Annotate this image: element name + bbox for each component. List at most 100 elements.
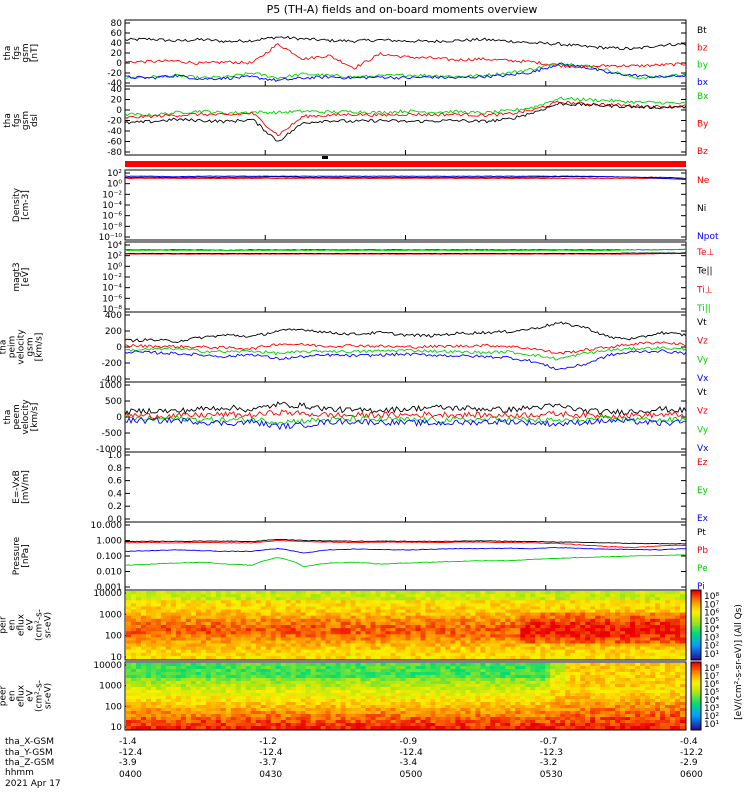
spectrogram-cell [440,684,446,688]
spectrogram-cell [290,684,297,688]
spectrogram-cell [245,723,252,727]
spectrogram-cell [345,666,352,670]
spectrogram-cell [465,643,471,648]
spectrogram-cell [480,714,486,718]
y-axis-label-line: [nPa] [21,544,31,567]
spectrogram-cell [380,591,387,595]
spectrogram-cell [675,621,681,626]
spectrogram-cell [625,628,631,632]
spectrogram-cell [290,699,297,703]
spectrogram-cell [146,594,152,598]
spectrogram-cell [160,591,167,595]
spectrogram-cell [555,603,561,608]
spectrogram-cell [315,637,322,642]
spectrogram-cell [440,708,446,712]
spectrogram-cell [375,666,382,670]
spectrogram-cell [151,649,157,654]
spectrogram-cell [200,637,207,642]
spectrogram-cell [655,594,661,598]
spectrogram-cell [170,711,177,715]
y-axis-label: thapeirenefluxeV(cm²-s-sr-eV) [0,609,54,641]
spectrogram-cell [141,675,147,679]
spectrogram-cell [205,693,212,697]
spectrogram-cell [540,618,546,623]
spectrogram-cell [155,711,162,715]
spectrogram-cell [655,631,661,635]
spectrogram-cell [355,690,362,694]
spectrogram-cell [235,705,242,709]
spectrogram-cell [615,655,621,660]
spectrogram-cell [570,637,576,642]
spectrogram-cell [230,649,237,654]
spectrogram-cell [330,705,337,709]
y-axis-label-line: peer [0,685,9,706]
spectrogram-cell [570,696,576,700]
spectrogram-cell [370,702,377,706]
spectrogram-cell [355,606,362,611]
y-tick-label: 0.2 [108,502,122,512]
spectrogram-cell [435,711,441,715]
spectrogram-cell [300,646,307,651]
spectrogram-cell [490,678,496,682]
spectrogram-cell [450,646,456,651]
spectrogram-cell [375,684,382,688]
spectrogram-cell [455,621,461,626]
legend-entry: Ex [697,514,709,524]
spectrogram-cell [675,643,681,648]
spectrogram-cell [600,675,606,679]
spectrogram-cell [540,597,546,601]
spectrogram-cell [510,726,516,730]
spectrogram-cell [350,631,357,635]
spectrogram-cell [290,643,297,648]
spectrogram-cell [210,705,217,709]
spectrogram-cell [360,597,367,601]
spectrogram-cell [555,672,561,676]
spectrogram-cell [320,666,327,670]
spectrogram-cell [550,631,556,635]
spectrogram-cell [315,655,322,660]
spectrogram-cell [265,618,272,623]
spectrogram-cell [480,708,486,712]
series-line-Vt [124,321,687,343]
spectrogram-cell [545,594,551,598]
spectrogram-cell [380,606,387,611]
spectrogram-cell [290,693,297,697]
spectrogram-cell [675,603,681,608]
spectrogram-cell [265,606,272,611]
spectrogram-cell [535,708,541,712]
spectrogram-cell [340,711,347,715]
spectrogram-cell [151,693,157,697]
spectrogram-cell [480,640,486,645]
spectrogram-cell [665,615,671,620]
spectrogram-cell [250,649,257,654]
spectrogram-cell [285,684,292,688]
spectrogram-cell [225,634,232,638]
spectrogram-cell [435,652,441,657]
spectrogram-cell [155,684,162,688]
spectrogram-cell [290,711,297,715]
spectrogram-cell [230,708,237,712]
spectrogram-cell [230,646,237,651]
spectrogram-cell [585,723,591,727]
spectrogram-cell [136,631,142,635]
spectrogram-cell [430,625,437,629]
y-tick-label: 10⁴ [107,241,122,251]
spectrogram-cell [200,693,207,697]
spectrogram-cell [380,618,387,623]
spectrogram-cell [435,618,441,623]
spectrogram-cell [160,655,167,660]
spectrogram-cell [440,687,446,691]
spectrogram-cell [385,628,392,632]
spectrogram-cell [590,603,596,608]
spectrogram-cell [525,684,531,688]
spectrogram-cell [520,597,526,601]
spectrogram-cell [640,625,646,629]
spectrogram-cell [305,678,312,682]
spectrogram-cell [495,690,501,694]
spectrogram-cell [415,606,422,611]
spectrogram-cell [415,675,422,679]
spectrogram-cell [650,594,656,598]
spectrogram-cell [275,687,282,691]
spectrogram-cell [600,625,606,629]
spectrogram-cell [515,640,521,645]
